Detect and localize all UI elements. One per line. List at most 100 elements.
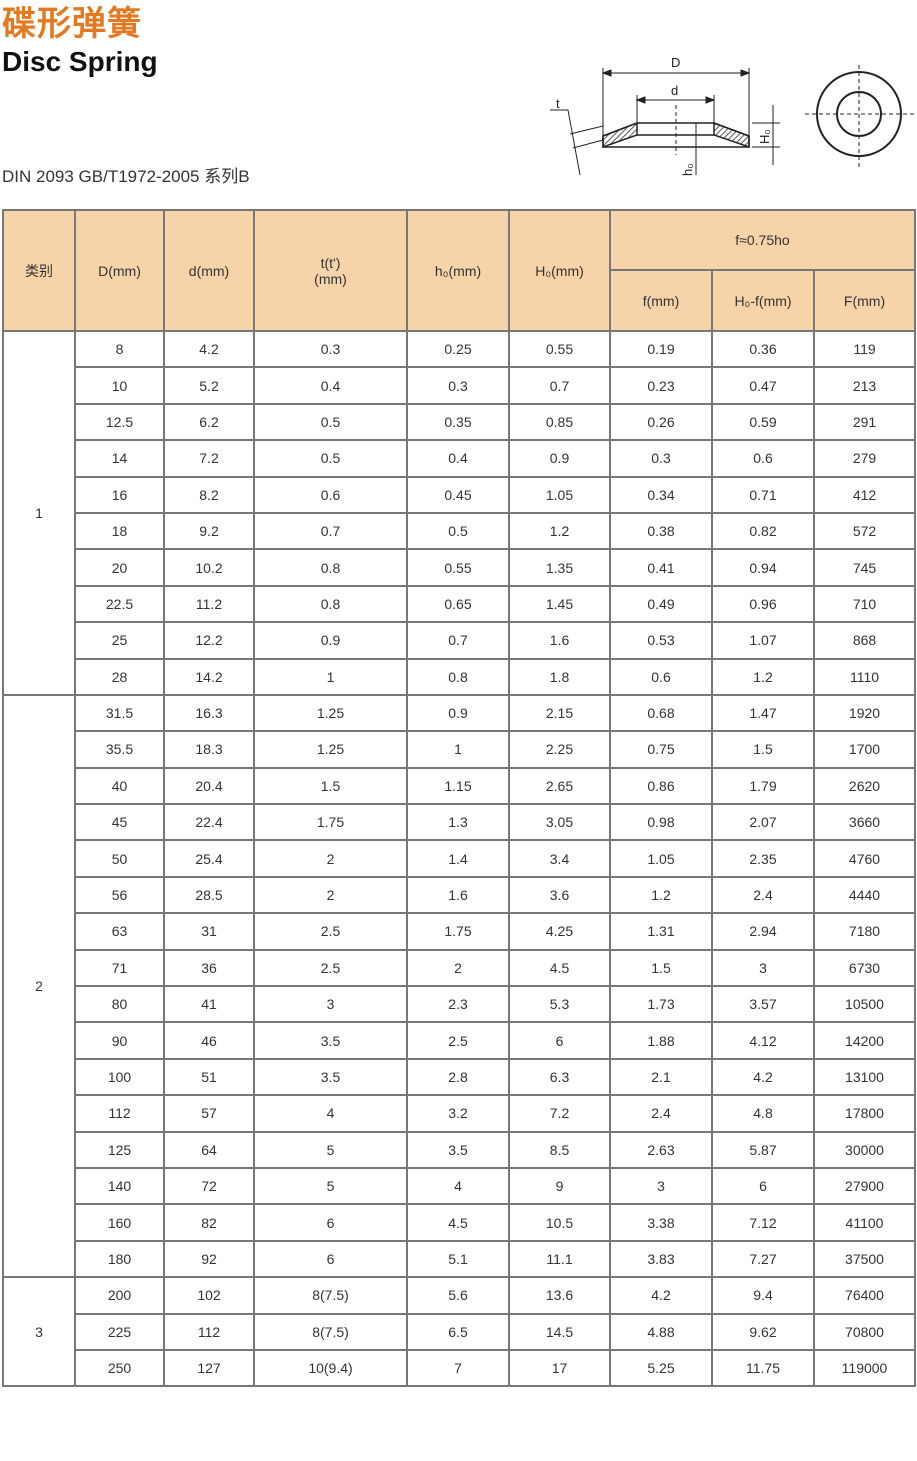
cell-F: 2620 (812, 766, 917, 806)
cell-f: 2.63 (609, 1130, 713, 1169)
cell-d: 9.2 (163, 511, 255, 551)
cell-F: 70800 (812, 1312, 917, 1351)
cell-f: 1.73 (609, 985, 713, 1024)
standard-subtitle: DIN 2093 GB/T1972-2005 系列B (2, 167, 250, 186)
cell-d: 64 (163, 1130, 255, 1169)
cell-t: 0.6 (253, 475, 408, 514)
header-h0: h₀(mm) (406, 209, 510, 332)
cell-d: 92 (163, 1239, 255, 1279)
cell-t: 5 (253, 1166, 408, 1206)
cell-H0: 7.2 (508, 1094, 611, 1133)
cell-F: 745 (812, 548, 917, 587)
cell-D: 25 (74, 621, 165, 660)
cell-t: 0.7 (253, 511, 408, 551)
cell-D: 100 (74, 1057, 165, 1097)
cell-h0: 0.35 (406, 402, 510, 442)
cell-t: 6 (253, 1239, 408, 1279)
cell-d: 5.2 (163, 366, 255, 405)
cell-F: 213 (812, 366, 917, 405)
cell-t: 2.5 (253, 948, 408, 988)
cell-H0: 3.05 (508, 803, 611, 842)
cell-d: 8.2 (163, 475, 255, 514)
cell-t: 1 (253, 657, 408, 696)
cell-h0: 3.2 (406, 1094, 510, 1133)
cell-F: 279 (812, 439, 917, 478)
table-row: 56 28.5 2 1.6 3.6 1.2 2.4 4440 (3, 875, 917, 915)
label-D: D (671, 55, 680, 70)
cell-f: 1.05 (609, 839, 713, 878)
cell-H0-f: 3 (711, 948, 815, 988)
cell-category: 3 (2, 1276, 76, 1388)
cell-h0: 1.4 (406, 839, 510, 878)
cell-D: 35.5 (74, 730, 165, 769)
cell-d: 51 (163, 1057, 255, 1097)
cell-t: 1.25 (253, 730, 408, 769)
table-row: 28 14.2 1 0.8 1.8 0.6 1.2 1110 (3, 657, 917, 696)
cell-H0-f: 2.07 (711, 803, 815, 842)
cell-h0: 3.5 (406, 1130, 510, 1169)
header-H0: H₀(mm) (508, 209, 611, 332)
cell-D: 63 (74, 912, 165, 951)
cell-d: 20.4 (163, 766, 255, 806)
cell-F: 4440 (812, 875, 917, 915)
cell-f: 1.31 (609, 912, 713, 951)
cell-h0: 0.9 (406, 693, 510, 733)
header-group-f: f≈0.75ho (608, 209, 917, 271)
cell-F: 710 (812, 584, 917, 624)
cell-F: 27900 (812, 1166, 917, 1206)
cell-H0: 1.2 (508, 511, 611, 551)
cell-h0: 7 (406, 1348, 510, 1388)
cell-f: 0.41 (609, 548, 713, 587)
table-row: 125 64 5 3.5 8.5 2.63 5.87 30000 (3, 1130, 917, 1169)
cell-d: 82 (163, 1203, 255, 1242)
cell-d: 16.3 (163, 693, 255, 733)
title-english: Disc Spring (2, 46, 158, 77)
cell-h0: 5.1 (406, 1239, 510, 1279)
cell-D: 14 (74, 439, 165, 478)
cell-F: 14200 (812, 1021, 917, 1060)
cell-F: 868 (812, 621, 917, 660)
cell-f: 0.19 (609, 329, 713, 369)
cell-H0-f: 2.35 (711, 839, 815, 878)
cell-f: 4.2 (609, 1276, 713, 1315)
cell-d: 36 (163, 948, 255, 988)
cell-H0: 6.3 (508, 1057, 611, 1097)
cell-h0: 5.6 (406, 1276, 510, 1315)
header-t-line2: (mm) (314, 270, 347, 287)
cell-f: 3.38 (609, 1203, 713, 1242)
table-row: 35.5 18.3 1.25 1 2.25 0.75 1.5 1700 (3, 730, 917, 769)
cell-D: 50 (74, 839, 165, 878)
cell-f: 1.5 (609, 948, 713, 988)
table-row: 80 41 3 2.3 5.3 1.73 3.57 10500 (3, 985, 917, 1024)
table-row: 63 31 2.5 1.75 4.25 1.31 2.94 7180 (3, 912, 917, 951)
cell-f: 2.4 (609, 1094, 713, 1133)
cell-H0-f: 7.12 (711, 1203, 815, 1242)
table-row: 250 127 10(9.4) 7 17 5.25 11.75 119000 (3, 1348, 917, 1388)
table-body: 1 8 4.2 0.3 0.25 0.55 0.19 0.36 119 10 5.2 0.4 0.3 0.… (2, 329, 917, 1388)
table-row: 3 200 102 8(7.5) 5.6 13.6 4.2 9.4 76400 (2, 1276, 917, 1388)
cell-H0-f: 6 (711, 1166, 815, 1206)
cell-d: 46 (163, 1021, 255, 1060)
cell-h0: 4.5 (406, 1203, 510, 1242)
cell-H0: 1.8 (508, 657, 611, 696)
cell-h0: 0.25 (406, 329, 510, 369)
cell-H0: 11.1 (508, 1239, 611, 1279)
label-d: d (671, 83, 678, 98)
cell-t: 10(9.4) (253, 1348, 408, 1388)
cell-F: 76400 (812, 1276, 917, 1315)
cell-D: 80 (74, 985, 165, 1024)
cell-t: 0.5 (253, 439, 408, 478)
cell-H0: 14.5 (508, 1312, 611, 1351)
cell-H0: 0.85 (508, 402, 611, 442)
cell-h0: 1.75 (406, 912, 510, 951)
cell-h0: 2.3 (406, 985, 510, 1024)
cell-h0: 1 (406, 730, 510, 769)
cell-H0-f: 0.59 (711, 402, 815, 442)
cell-H0-f: 0.96 (711, 584, 815, 624)
cell-D: 18 (74, 511, 165, 551)
label-H0: H₀ (757, 129, 772, 144)
header-F: F(mm) (812, 269, 917, 332)
cell-f: 5.25 (609, 1348, 713, 1388)
cell-H0-f: 2.4 (711, 875, 815, 915)
cell-d: 12.2 (163, 621, 255, 660)
